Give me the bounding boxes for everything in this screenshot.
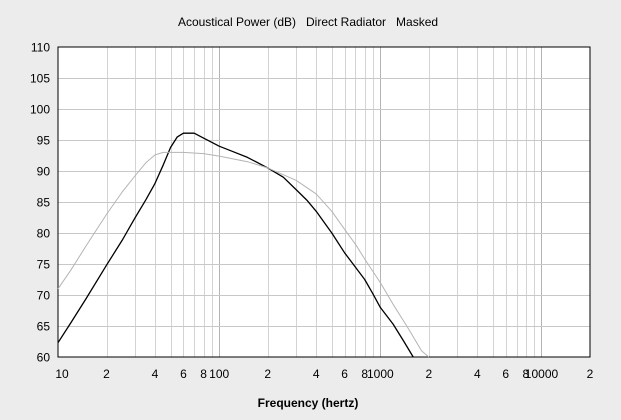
- grid-layer: [58, 47, 590, 357]
- x-tick-label: 4: [152, 367, 159, 381]
- x-tick-label: 6: [502, 367, 509, 381]
- y-tick-label: 100: [30, 103, 50, 117]
- x-tick-label: 10000: [525, 367, 559, 381]
- plot-frame: [57, 46, 591, 358]
- x-tick-label: 4: [313, 367, 320, 381]
- x-tick-label: 2: [264, 367, 271, 381]
- x-tick-label: 6: [180, 367, 187, 381]
- y-tick-label: 90: [37, 165, 51, 179]
- x-tick-label: 1000: [367, 367, 394, 381]
- x-tick-label: 8: [200, 367, 207, 381]
- x-tick-label: 4: [474, 367, 481, 381]
- x-tick-label: 100: [209, 367, 229, 381]
- series-line-1: [57, 132, 414, 358]
- y-tick-label: 65: [37, 320, 51, 334]
- series-line-2: [57, 151, 430, 358]
- y-tick-label: 85: [37, 196, 51, 210]
- y-tick-label: 70: [37, 289, 51, 303]
- x-tick-label: 6: [341, 367, 348, 381]
- x-tick-label: 10: [55, 367, 69, 381]
- series-layer: [57, 132, 430, 358]
- y-tick-labels: 60 65 70 75 80 85 90 95 100 105 110: [30, 41, 50, 365]
- y-tick-label: 75: [37, 258, 51, 272]
- y-tick-label: 95: [37, 134, 51, 148]
- x-tick-label: 8: [361, 367, 368, 381]
- x-tick-label: 2: [425, 367, 432, 381]
- x-tick-label: 2: [587, 367, 594, 381]
- y-tick-label: 80: [37, 227, 51, 241]
- y-tick-label: 110: [31, 41, 50, 55]
- x-tick-label: 8: [523, 367, 530, 381]
- y-tick-label: 60: [37, 351, 51, 365]
- x-axis-label: Frequency (hertz): [258, 396, 359, 410]
- y-tick-label: 105: [30, 72, 50, 86]
- chart-title: Acoustical Power (dB) Direct Radiator Ma…: [178, 15, 438, 29]
- x-tick-label: 2: [103, 367, 110, 381]
